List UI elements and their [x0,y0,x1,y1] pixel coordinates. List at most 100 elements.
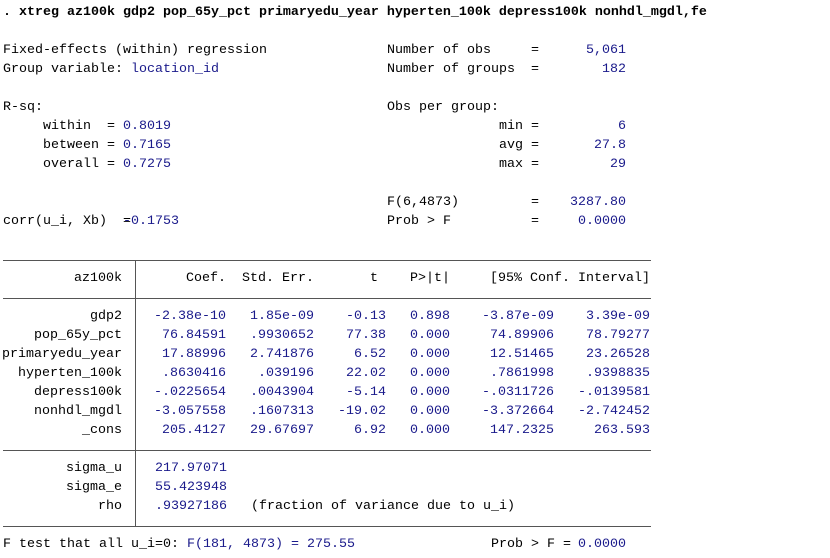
variable-name: nonhdl_mgdl [34,404,122,419]
rsq-item-label: between = [43,138,115,153]
corr-value: -0.1753 [123,214,179,229]
table-value: .039196 [258,366,314,381]
table-value: 23.26528 [586,347,650,362]
table-value: 0.000 [410,328,450,343]
table-value: .7861998 [490,366,554,381]
stat-eq: = [531,43,539,58]
table-value: .9398835 [586,366,650,381]
corr-label: corr(u_i, Xb) = [3,214,131,229]
table-value: -3.057558 [154,404,226,419]
command-line: . xtreg az100k gdp2 pop_65y_pct primarye… [3,5,707,20]
table-value: 147.2325 [490,423,554,438]
group-label: Group variable: [3,62,123,77]
table-rule [3,260,651,261]
stat-value: 5,061 [586,43,626,58]
table-value: 6.52 [354,347,386,362]
group-var: location_id [131,62,219,77]
obs-item-value: 6 [618,119,626,134]
table-value: 77.38 [346,328,386,343]
ftest-value: 0.0000 [578,214,626,229]
column-header: P>|t| [410,271,450,286]
variable-name: primaryedu_year [2,347,122,362]
table-value: 74.89906 [490,328,554,343]
rsq-item-value: 0.7165 [123,138,171,153]
column-header: [95% Conf. Interval] [490,271,650,286]
variable-name: _cons [82,423,122,438]
ftest-label: Prob > F [387,214,451,229]
obs-item-value: 27.8 [594,138,626,153]
table-value: 1.85e-09 [250,309,314,324]
table-value: 0.898 [410,309,450,324]
obs-item-label: max = [499,157,539,172]
table-value: 76.84591 [162,328,226,343]
obs-item-label: min = [499,119,539,134]
sigma-name: sigma_u [66,461,122,476]
sigma-value: 55.423948 [155,480,227,495]
table-value: -5.14 [346,385,386,400]
column-header: Coef. [186,271,226,286]
table-value: .9930652 [250,328,314,343]
footer-value: 275.55 [307,537,355,552]
table-value: 0.000 [410,423,450,438]
rsq-label: R-sq: [3,100,43,115]
sigma-note: (fraction of variance due to u_i) [251,499,515,514]
table-value: -2.38e-10 [154,309,226,324]
column-header: t [370,271,378,286]
obs-label: Obs per group: [387,100,499,115]
table-rule [3,526,651,527]
rsq-item-label: overall = [43,157,115,172]
obs-item-value: 29 [610,157,626,172]
table-value: -2.742452 [578,404,650,419]
variable-name: gdp2 [90,309,122,324]
table-value: 0.000 [410,385,450,400]
variable-name: hyperten_100k [18,366,122,381]
sigma-value: .93927186 [155,499,227,514]
table-value: -.0311726 [482,385,554,400]
table-value: 0.000 [410,366,450,381]
table-value: -0.13 [346,309,386,324]
table-value: 12.51465 [490,347,554,362]
ftest-eq: = [531,195,539,210]
ftest-eq: = [531,214,539,229]
sigma-value: 217.97071 [155,461,227,476]
table-value: 263.593 [594,423,650,438]
table-value: -.0139581 [578,385,650,400]
table-value: 17.88996 [162,347,226,362]
footer-prob-label: Prob > F = [491,537,571,552]
table-value: .8630416 [162,366,226,381]
column-header: Std. Err. [242,271,314,286]
sigma-name: rho [98,499,122,514]
rsq-item-value: 0.8019 [123,119,171,134]
table-value: 0.000 [410,404,450,419]
table-value: 0.000 [410,347,450,362]
table-value: 29.67697 [250,423,314,438]
stat-label: Number of obs [387,43,491,58]
table-value: -3.87e-09 [482,309,554,324]
footer-prob-value: 0.0000 [578,537,626,552]
variable-name: pop_65y_pct [34,328,122,343]
rsq-item-label: within = [43,119,115,134]
table-value: .1607313 [250,404,314,419]
stat-value: 182 [602,62,626,77]
ftest-value: 3287.80 [570,195,626,210]
footer-label: F test that all u_i=0: [3,537,179,552]
column-header: az100k [74,271,122,286]
table-rule [3,298,651,299]
variable-name: depress100k [34,385,122,400]
sigma-name: sigma_e [66,480,122,495]
table-divider [135,260,136,527]
table-value: -3.372664 [482,404,554,419]
table-value: .0043904 [250,385,314,400]
stat-label: Number of groups [387,62,515,77]
obs-item-label: avg = [499,138,539,153]
table-value: 205.4127 [162,423,226,438]
model-title: Fixed-effects (within) regression [3,43,267,58]
table-value: 2.741876 [250,347,314,362]
table-rule [3,450,651,451]
table-value: 22.02 [346,366,386,381]
stat-eq: = [531,62,539,77]
table-value: 6.92 [354,423,386,438]
ftest-label: F(6,4873) [387,195,459,210]
rsq-item-value: 0.7275 [123,157,171,172]
